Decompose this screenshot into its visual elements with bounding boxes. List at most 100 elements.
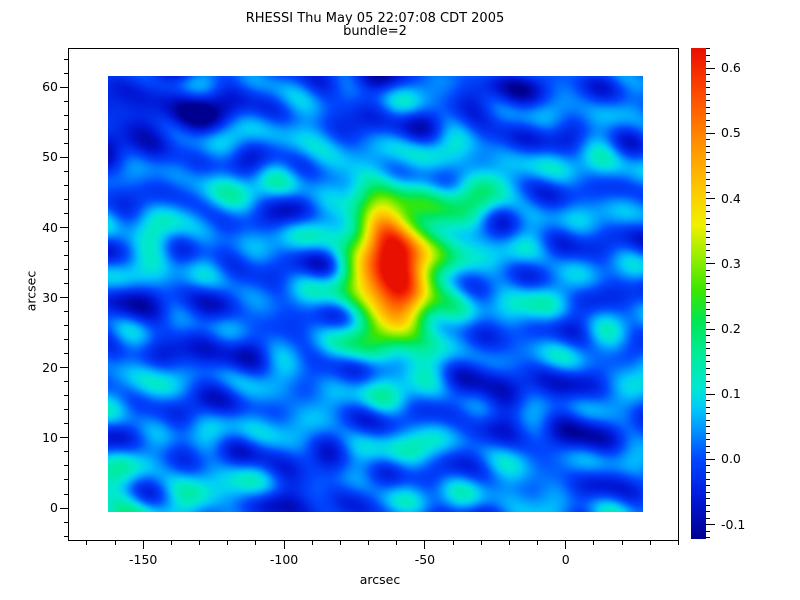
colorbar-minor-tick (706, 452, 710, 454)
x-minor-tick (368, 541, 370, 545)
y-minor-tick (64, 353, 68, 355)
colorbar-minor-tick (706, 256, 710, 258)
colorbar-minor-tick (706, 100, 710, 102)
colorbar-minor-tick (706, 413, 710, 415)
x-minor-tick (170, 541, 172, 545)
colorbar-minor-tick (706, 289, 710, 291)
x-minor-tick (86, 541, 88, 545)
colorbar-minor-tick (706, 315, 710, 317)
colorbar-minor-tick (706, 491, 710, 493)
x-minor-tick (311, 541, 313, 545)
y-tick-label: 20 (42, 359, 58, 375)
x-minor-tick (396, 541, 398, 545)
y-minor-tick (64, 521, 68, 523)
y-minor-tick (64, 283, 68, 285)
colorbar-minor-tick (706, 185, 710, 187)
colorbar-minor-tick (706, 145, 710, 147)
colorbar-tick-label: 0.1 (721, 386, 741, 402)
x-major-tick (424, 541, 426, 549)
colorbar-minor-tick (706, 237, 710, 239)
x-major-tick (142, 541, 144, 549)
colorbar-minor-tick (706, 165, 710, 167)
colorbar-minor-tick (706, 322, 710, 324)
x-minor-tick (480, 541, 482, 545)
colorbar-minor-tick (706, 335, 710, 337)
colorbar-minor-tick (706, 426, 710, 428)
y-tick-label: 50 (42, 149, 58, 165)
y-major-tick (60, 297, 68, 299)
colorbar-major-tick (706, 198, 715, 200)
x-minor-tick (227, 541, 229, 545)
y-minor-tick (64, 465, 68, 467)
colorbar-major-tick (706, 132, 715, 134)
colorbar-minor-tick (706, 485, 710, 487)
colorbar-minor-tick (706, 380, 710, 382)
colorbar-gradient (691, 48, 706, 539)
x-major-tick (565, 541, 567, 549)
y-minor-tick (64, 339, 68, 341)
colorbar-minor-tick (706, 465, 710, 467)
y-minor-tick (64, 128, 68, 130)
colorbar-minor-tick (706, 172, 710, 174)
colorbar-minor-tick (706, 61, 710, 63)
plot-title: RHESSI Thu May 05 22:07:08 CDT 2005 (245, 11, 505, 26)
y-minor-tick (64, 535, 68, 537)
colorbar-minor-tick (706, 387, 710, 389)
y-minor-tick (64, 241, 68, 243)
colorbar-minor-tick (706, 113, 710, 115)
colorbar-major-tick (706, 263, 715, 265)
colorbar-tick-label: 0.0 (721, 451, 741, 467)
y-tick-label: 60 (42, 79, 58, 95)
y-major-tick (60, 507, 68, 509)
colorbar-minor-tick (706, 250, 710, 252)
colorbar-minor-tick (706, 367, 710, 369)
y-minor-tick (64, 255, 68, 257)
colorbar-minor-tick (706, 54, 710, 56)
colorbar-major-tick (706, 458, 715, 460)
x-minor-tick (649, 541, 651, 545)
colorbar-major-tick (706, 393, 715, 395)
y-minor-tick (64, 142, 68, 144)
y-tick-label: 40 (42, 219, 58, 235)
colorbar-tick-label: 0.2 (721, 321, 741, 337)
y-minor-tick (64, 269, 68, 271)
colorbar-tick-label: -0.1 (721, 516, 746, 532)
colorbar-minor-tick (706, 217, 710, 219)
colorbar-minor-tick (706, 178, 710, 180)
colorbar-minor-tick (706, 302, 710, 304)
y-major-tick (60, 367, 68, 369)
y-minor-tick (64, 423, 68, 425)
plot-subtitle: bundle=2 (343, 24, 407, 39)
colorbar-minor-tick (706, 224, 710, 226)
colorbar-minor-tick (706, 204, 710, 206)
heatmap-image (108, 76, 643, 512)
y-tick-label: 10 (42, 429, 58, 445)
colorbar-minor-tick (706, 478, 710, 480)
y-minor-tick (64, 170, 68, 172)
colorbar-minor-tick (706, 269, 710, 271)
colorbar-minor-tick (706, 537, 710, 539)
colorbar-minor-tick (706, 139, 710, 141)
colorbar-minor-tick (706, 354, 710, 356)
x-minor-tick (199, 541, 201, 545)
colorbar-minor-tick (706, 374, 710, 376)
colorbar-minor-tick (706, 400, 710, 402)
colorbar-minor-tick (706, 432, 710, 434)
colorbar-tick-label: 0.6 (721, 60, 741, 76)
colorbar-minor-tick (706, 295, 710, 297)
colorbar-minor-tick (706, 48, 710, 50)
colorbar-major-tick (706, 67, 715, 69)
colorbar-minor-tick (706, 419, 710, 421)
y-minor-tick (64, 409, 68, 411)
y-minor-tick (64, 493, 68, 495)
colorbar-minor-tick (706, 159, 710, 160)
colorbar-minor-tick (706, 80, 710, 82)
colorbar-major-tick (706, 328, 715, 330)
colorbar-minor-tick (706, 152, 710, 154)
colorbar-minor-tick (706, 119, 710, 121)
x-axis-label: arcsec (359, 572, 401, 587)
x-minor-tick (621, 541, 623, 545)
x-minor-tick (452, 541, 454, 545)
colorbar-minor-tick (706, 87, 710, 89)
